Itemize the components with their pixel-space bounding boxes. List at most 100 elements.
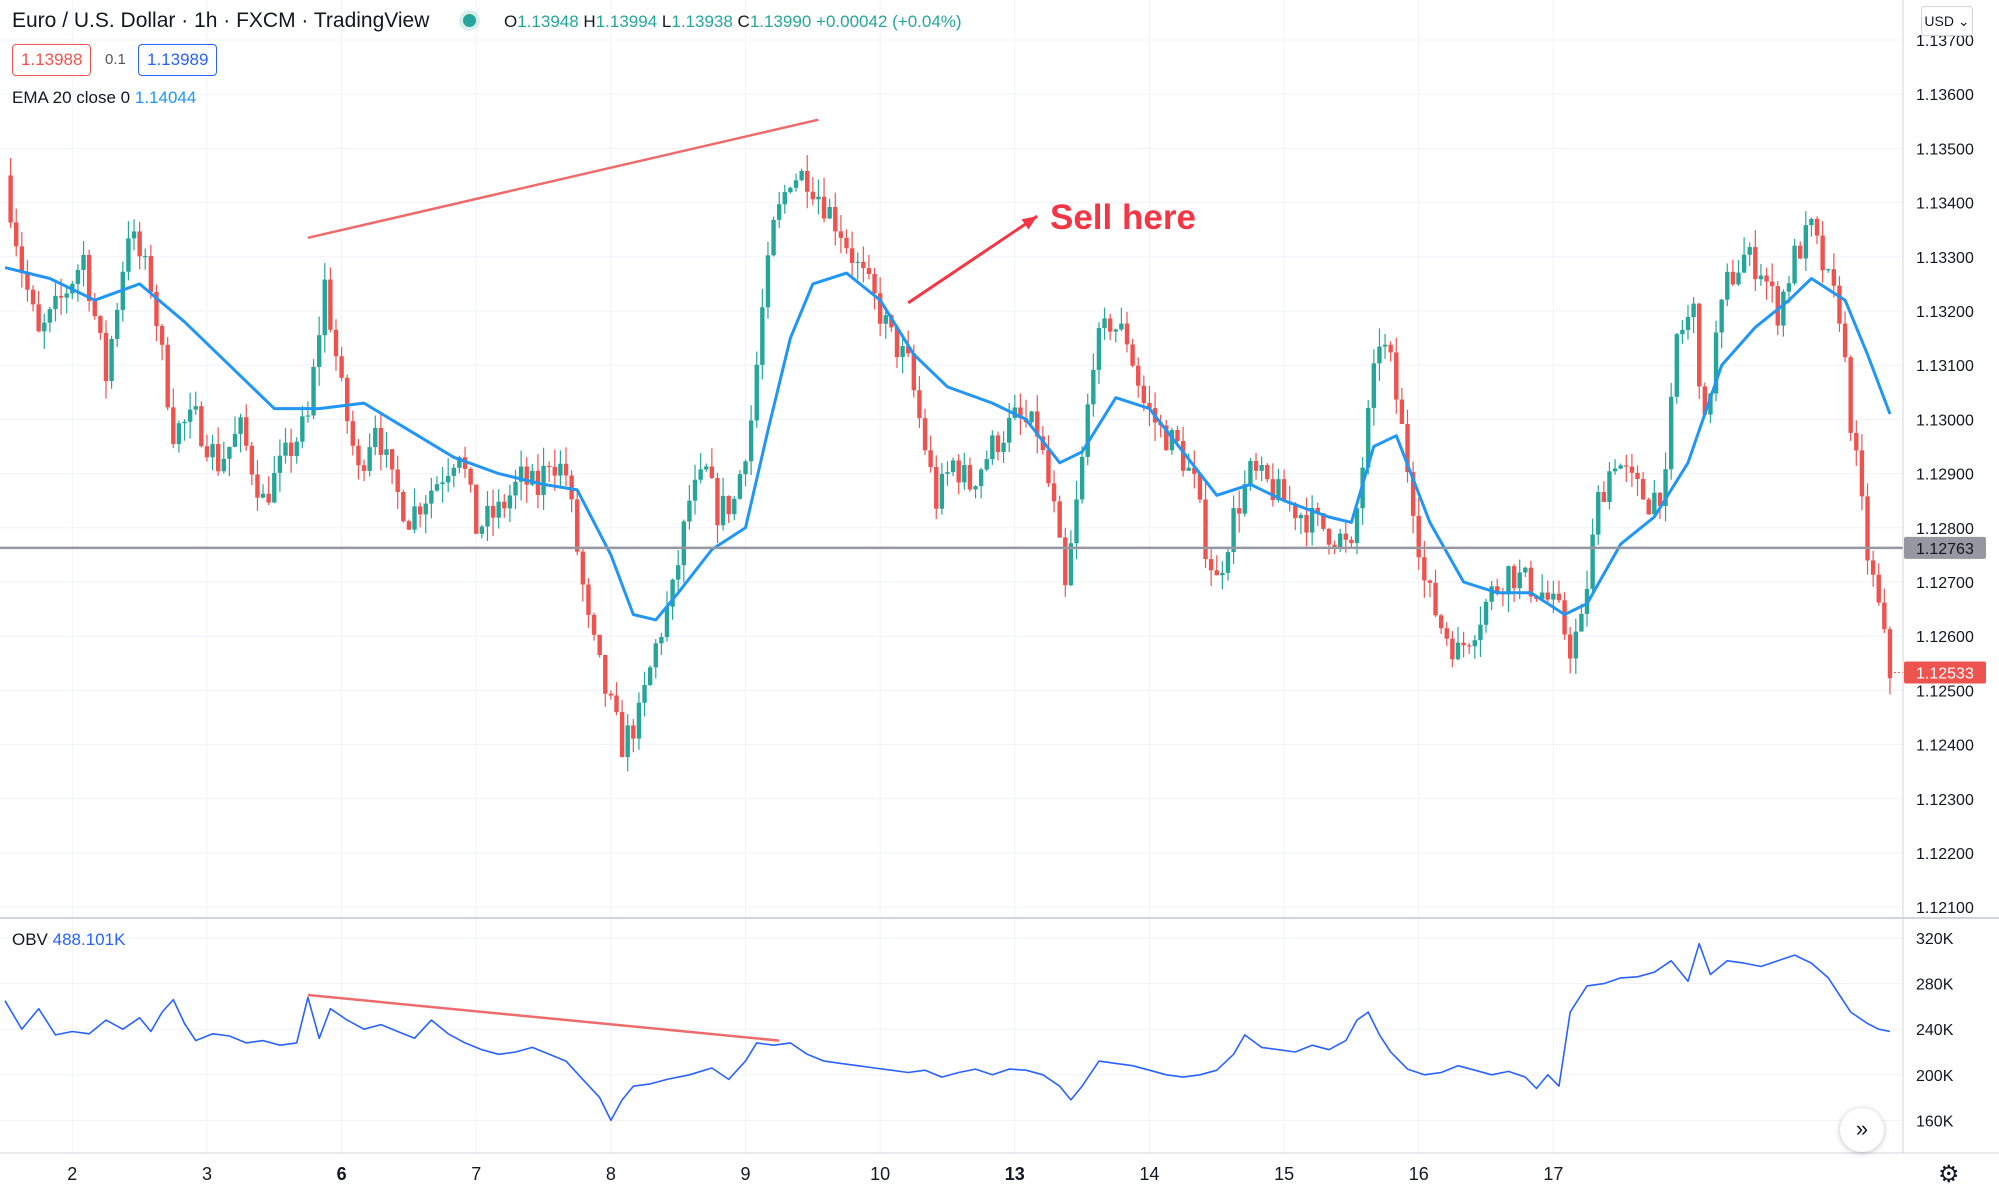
scroll-to-realtime-icon[interactable]: »	[1840, 1108, 1884, 1152]
candle-body	[760, 307, 765, 365]
candle-body	[423, 503, 428, 515]
divergence-trendline	[307, 118, 819, 240]
candle-body	[305, 415, 311, 417]
candle-body	[1741, 254, 1747, 273]
candle-body	[356, 445, 361, 466]
candle-body	[1764, 275, 1769, 282]
candle-body	[647, 667, 653, 685]
time-tick-label: 3	[202, 1164, 212, 1184]
candle-body	[530, 470, 535, 485]
candle-body	[1747, 247, 1752, 255]
candle-body	[861, 261, 866, 269]
candle-body	[1517, 572, 1522, 589]
candle-body	[1511, 566, 1517, 589]
candle-body	[1046, 450, 1051, 484]
candle-body	[1523, 567, 1528, 573]
currency-button[interactable]: USD ⌄	[1921, 6, 1973, 36]
candle-body	[1102, 318, 1107, 329]
candle-body	[653, 643, 658, 668]
candle-body	[474, 484, 479, 534]
candle-body	[1214, 570, 1219, 576]
candle-body	[451, 467, 456, 476]
candle-body	[496, 501, 501, 518]
candle-body	[782, 192, 787, 205]
candle-body	[485, 505, 490, 527]
candle-body	[1579, 613, 1584, 632]
candle-body	[1556, 593, 1562, 601]
candle-body	[1887, 629, 1893, 679]
candle-body	[1876, 574, 1881, 603]
price-tick-label: 1.12100	[1916, 900, 1974, 917]
candle-body	[1107, 318, 1113, 332]
candle-body	[877, 293, 883, 324]
candle-body	[973, 486, 978, 490]
candle-body	[692, 479, 698, 501]
candle-body	[1136, 365, 1141, 386]
candle-body	[1640, 478, 1646, 500]
candle-body	[322, 279, 327, 336]
candle-body	[333, 329, 339, 357]
gear-icon[interactable]: ⚙	[1938, 1161, 1960, 1188]
candle-body	[316, 335, 322, 367]
candle-body	[115, 309, 120, 339]
candle-body	[1859, 450, 1865, 497]
candle-body	[805, 170, 810, 192]
candle-body	[1242, 484, 1248, 514]
candle-body	[1713, 332, 1719, 394]
sell-price-button[interactable]: 1.13988	[12, 44, 92, 76]
price-tick-label: 1.13100	[1916, 358, 1974, 375]
candle-body	[793, 180, 799, 188]
candle-body	[1422, 557, 1427, 581]
price-tick-label: 1.13700	[1916, 33, 1974, 50]
candle-body	[1293, 503, 1298, 519]
ema-legend[interactable]: EMA 20 close 0 1.14044	[12, 88, 196, 108]
candle-body	[1691, 303, 1696, 318]
buy-price-button[interactable]: 1.13989	[138, 44, 218, 76]
candle-body	[962, 465, 967, 483]
candle-body	[490, 505, 496, 518]
candle-body	[445, 475, 451, 483]
obv-legend[interactable]: OBV 488.101K	[12, 930, 125, 950]
candles	[8, 155, 1893, 772]
candle-body	[1781, 291, 1786, 326]
candle-body	[883, 315, 888, 324]
candle-body	[1618, 465, 1623, 469]
candle-body	[1831, 269, 1837, 286]
candle-body	[1175, 430, 1180, 442]
symbol-title[interactable]: Euro / U.S. Dollar · 1h · FXCM · Trading…	[12, 9, 430, 32]
candle-body	[42, 322, 47, 332]
candle-body	[631, 725, 636, 739]
candle-body	[1186, 467, 1191, 471]
price-tick-label: 1.13000	[1916, 412, 1974, 429]
obv-line	[4, 942, 1891, 1122]
candle-body	[378, 427, 384, 455]
candle-body	[86, 254, 92, 301]
candle-body	[1018, 407, 1023, 419]
candle-body	[1685, 317, 1691, 330]
candle-body	[165, 344, 170, 408]
candle-body	[1769, 281, 1775, 287]
candle-body	[990, 435, 995, 460]
candle-body	[726, 495, 731, 515]
sell-arrow-head	[1021, 216, 1038, 230]
candle-body	[1130, 344, 1135, 366]
candle-body	[232, 433, 238, 447]
candle-body	[412, 506, 417, 530]
candle-body	[1085, 404, 1090, 457]
candle-body	[732, 498, 737, 515]
candle-body	[1848, 357, 1853, 433]
ema-line	[4, 266, 1892, 622]
candle-body	[1203, 499, 1208, 560]
obv-value: 488.101K	[52, 930, 126, 949]
candle-body	[148, 256, 154, 292]
candle-body	[1029, 411, 1034, 423]
candle-body	[283, 442, 288, 456]
candle-body	[1366, 407, 1371, 468]
candle-body	[664, 606, 670, 638]
candle-body	[1792, 245, 1797, 284]
candle-body	[737, 474, 743, 499]
candle-body	[563, 463, 569, 476]
candle-body	[266, 493, 271, 503]
candle-body	[591, 614, 597, 635]
